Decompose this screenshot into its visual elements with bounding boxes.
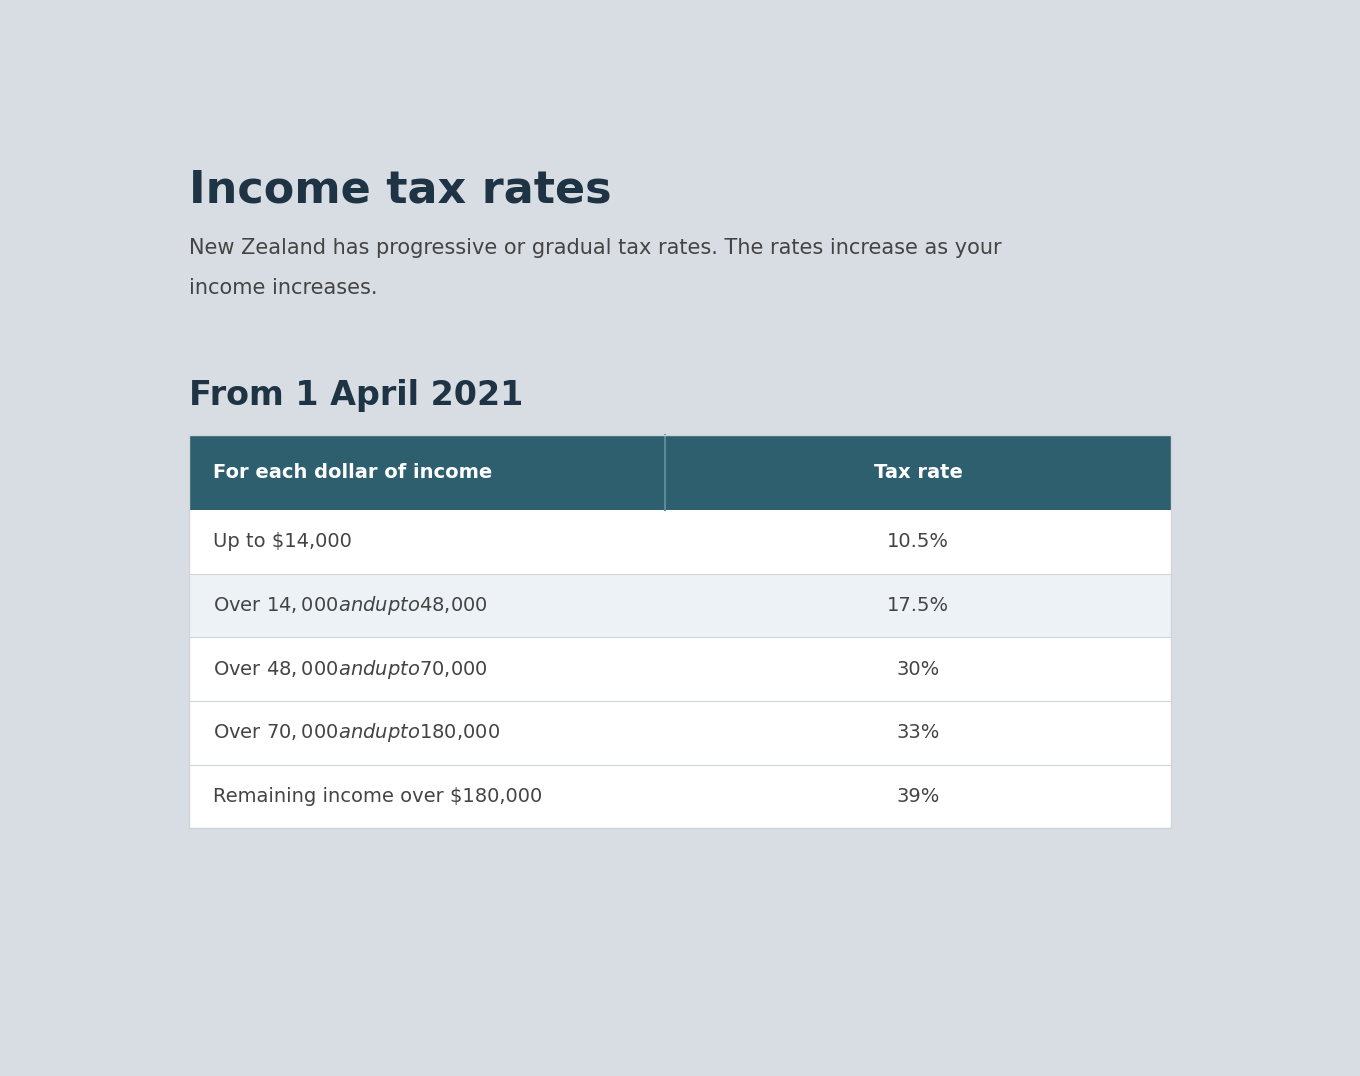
Text: 30%: 30% — [896, 660, 940, 679]
FancyBboxPatch shape — [189, 700, 1171, 765]
FancyBboxPatch shape — [189, 574, 1171, 637]
Text: Over $70,000 and up to $180,000: Over $70,000 and up to $180,000 — [212, 721, 500, 745]
FancyBboxPatch shape — [189, 435, 1171, 510]
FancyBboxPatch shape — [189, 765, 1171, 829]
FancyBboxPatch shape — [189, 510, 1171, 574]
Text: Over $48,000 and up to $70,000: Over $48,000 and up to $70,000 — [212, 657, 487, 680]
Text: For each dollar of income: For each dollar of income — [212, 463, 492, 482]
Text: Up to $14,000: Up to $14,000 — [212, 533, 351, 551]
Text: 10.5%: 10.5% — [887, 533, 949, 551]
Text: 17.5%: 17.5% — [887, 596, 949, 614]
Text: Tax rate: Tax rate — [873, 463, 963, 482]
FancyBboxPatch shape — [189, 637, 1171, 700]
Text: Over $14,000 and up to $48,000: Over $14,000 and up to $48,000 — [212, 594, 487, 617]
Text: 33%: 33% — [896, 723, 940, 742]
Text: Income tax rates: Income tax rates — [189, 168, 612, 211]
Text: Remaining income over $180,000: Remaining income over $180,000 — [212, 787, 541, 806]
Text: 39%: 39% — [896, 787, 940, 806]
Text: New Zealand has progressive or gradual tax rates. The rates increase as your: New Zealand has progressive or gradual t… — [189, 239, 1001, 258]
Text: income increases.: income increases. — [189, 278, 378, 298]
Text: From 1 April 2021: From 1 April 2021 — [189, 379, 524, 412]
